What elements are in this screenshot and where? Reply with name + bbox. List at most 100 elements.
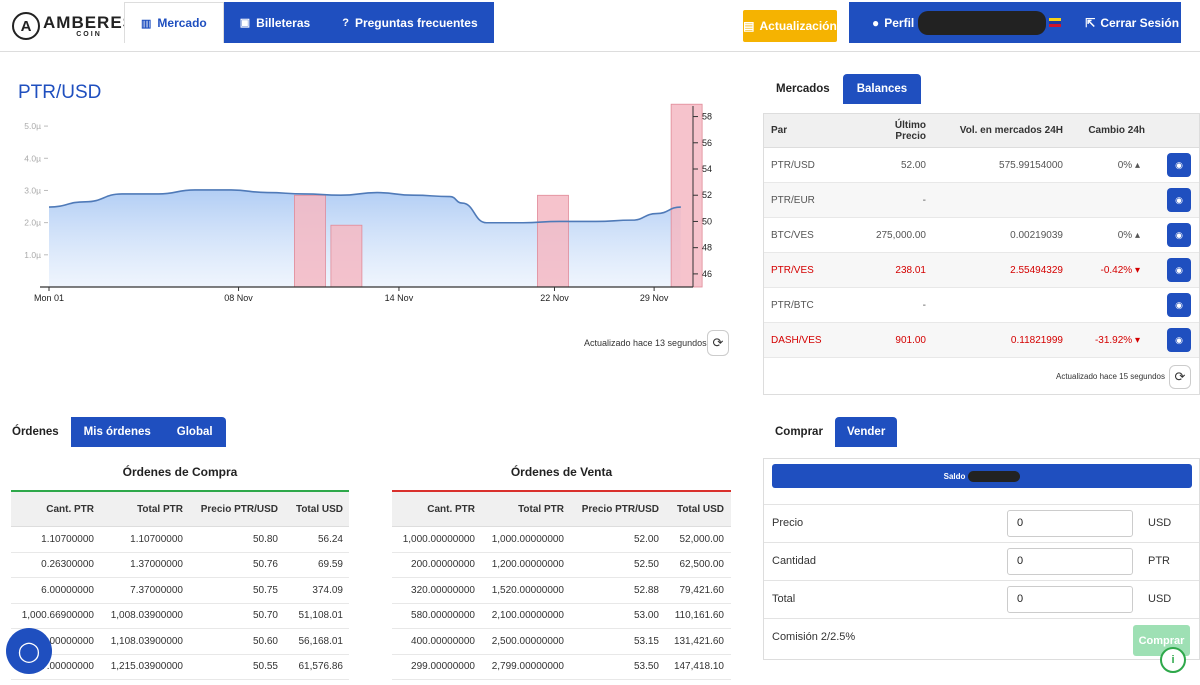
order-row[interactable]: 400.00000000 2,500.00000000 53.15 131,421.6…	[392, 629, 731, 655]
order-cell: 52.88	[633, 584, 659, 596]
view-market-button[interactable]: ◉	[1167, 188, 1191, 212]
order-row[interactable]: 200.00000000 1,200.00000000 52.50 62,500.00	[392, 553, 731, 578]
markets-refresh-button[interactable]: ⟳	[1169, 365, 1191, 389]
order-row[interactable]: 6.00000000 7.37000000 50.75 374.09	[11, 578, 349, 604]
order-cell: 56.24	[317, 533, 343, 545]
orders-header-cell: Cant. PTR	[427, 503, 475, 515]
chat-bubble-icon: ◯	[17, 640, 41, 663]
orders-header-cell: Total PTR	[518, 503, 564, 515]
chat-widget-button[interactable]: ◯	[6, 628, 52, 674]
tab-ordenes[interactable]: Órdenes	[0, 417, 71, 447]
market-change: -0.42% ▾	[1100, 264, 1141, 276]
volume-bar	[330, 224, 363, 288]
order-cell: 2,500.00000000	[491, 635, 564, 647]
eye-icon: ◉	[1175, 299, 1183, 310]
logout-button[interactable]: ⇱ Cerrar Sesión	[1085, 15, 1180, 30]
markets-tabs: Mercados Balances	[763, 74, 922, 104]
view-market-button[interactable]: ◉	[1167, 293, 1191, 317]
x-tick-label: 08 Nov	[224, 293, 253, 303]
order-cell: 1,008.03900000	[110, 610, 183, 622]
order-cell: 7.37000000	[130, 584, 183, 596]
order-row[interactable]: 107.00000000 1,215.03900000 50.55 61,576.86	[11, 655, 349, 680]
user-icon: ●	[872, 15, 880, 30]
orders-header: Cant. PTR Total PTR Precio PTR/USD Total US…	[392, 492, 731, 527]
market-row[interactable]: PTR/USD 52.00 575.99154000 0% ▴ ◉	[764, 148, 1199, 183]
view-market-button[interactable]: ◉	[1167, 328, 1191, 352]
order-cell: 2,100.00000000	[491, 610, 564, 622]
refresh-icon: ⟳	[1174, 369, 1186, 384]
order-cell: 580.00000000	[411, 610, 475, 622]
profile-link[interactable]: ● Perfil	[872, 15, 915, 30]
order-cell: 69.59	[317, 559, 343, 571]
order-row[interactable]: 1.10700000 1.10700000 50.80 56.24	[11, 527, 349, 553]
eye-icon: ◉	[1175, 334, 1183, 345]
right-tick-label: 58	[702, 112, 712, 122]
eye-icon: ◉	[1175, 159, 1183, 170]
tab-balances[interactable]: Balances	[842, 74, 922, 104]
order-cell: 1,000.00000000	[402, 533, 475, 545]
order-cell: 50.55	[252, 661, 278, 673]
left-tick-label: 3.0µ	[24, 185, 41, 195]
order-row[interactable]: 1,000.00000000 1,000.00000000 52.00 52,000.…	[392, 527, 731, 553]
chart-refresh-button[interactable]: ⟳	[707, 330, 729, 356]
price-row: Precio 0 USD	[764, 504, 1199, 542]
buy-orders-table: Cant. PTR Total PTR Precio PTR/USD Total US…	[11, 490, 349, 680]
order-cell: 52.50	[633, 559, 659, 571]
orders-header-cell: Precio PTR/USD	[200, 503, 278, 515]
order-row[interactable]: 320.00000000 1,520.00000000 52.88 79,421.60	[392, 578, 731, 604]
total-input[interactable]: 0	[1007, 586, 1133, 613]
right-tick-label: 56	[702, 138, 712, 148]
market-row[interactable]: DASH/VES 901.00 0.11821999 -31.92% ▾ ◉	[764, 323, 1199, 358]
info-icon[interactable]: i	[1160, 647, 1186, 673]
view-market-button[interactable]: ◉	[1167, 258, 1191, 282]
order-cell: 374.09	[312, 584, 343, 596]
order-row[interactable]: 0.26300000 1.37000000 50.76 69.59	[11, 553, 349, 578]
wallet-icon: ▣	[239, 17, 251, 29]
market-row[interactable]: PTR/EUR - ◉	[764, 183, 1199, 218]
update-button[interactable]: ▤ Actualización	[743, 10, 837, 42]
order-row[interactable]: 299.00000000 2,799.00000000 53.50 147,418.1…	[392, 655, 731, 680]
market-row[interactable]: BTC/VES 275,000.00 0.00219039 0% ▴ ◉	[764, 218, 1199, 253]
market-change: 0% ▴	[1117, 159, 1140, 171]
tab-comprar[interactable]: Comprar	[763, 417, 835, 447]
right-tick-label: 54	[702, 164, 712, 174]
markets-header: Par Último Precio Vol. en mercados 24H C…	[764, 114, 1199, 148]
market-row[interactable]: PTR/VES 238.01 2.55494329 -0.42% ▾ ◉	[764, 253, 1199, 288]
order-cell: 1,215.03900000	[110, 661, 183, 673]
market-last-price: 52.00	[900, 159, 926, 171]
tab-vender[interactable]: Vender	[834, 417, 898, 447]
x-tick-label: 14 Nov	[385, 293, 414, 303]
order-row[interactable]: 580.00000000 2,100.00000000 53.00 110,161.6…	[392, 604, 731, 629]
view-market-button[interactable]: ◉	[1167, 153, 1191, 177]
eye-icon: ◉	[1175, 194, 1183, 205]
orders-header-cell: Precio PTR/USD	[581, 503, 659, 515]
order-row[interactable]: 1,000.66900000 1,008.03900000 50.70 51,108.…	[11, 604, 349, 629]
nav-tab-preguntas[interactable]: ? Preguntas frecuentes	[326, 2, 494, 43]
nav-tab-mercado[interactable]: ▥ Mercado	[124, 2, 224, 43]
x-tick-label: 22 Nov	[540, 293, 569, 303]
x-tick-label: Mon 01	[34, 293, 64, 303]
order-cell: 50.75	[252, 584, 278, 596]
market-last-price: 238.01	[895, 264, 926, 276]
price-input[interactable]: 0	[1007, 510, 1133, 537]
order-cell: 1,000.00000000	[491, 533, 564, 545]
market-volume: 2.55494329	[1010, 264, 1063, 276]
view-market-button[interactable]: ◉	[1167, 223, 1191, 247]
tab-mercados[interactable]: Mercados	[763, 74, 843, 104]
price-area	[49, 189, 681, 287]
market-volume: 575.99154000	[999, 159, 1063, 171]
nav-tab-billeteras[interactable]: ▣ Billeteras	[223, 2, 327, 43]
market-pair: DASH/VES	[771, 334, 822, 346]
tab-mis-ordenes[interactable]: Mis órdenes	[70, 417, 164, 447]
market-pair: BTC/VES	[771, 229, 814, 241]
caret-down-icon: ▾	[1132, 264, 1140, 276]
tab-global[interactable]: Global	[163, 417, 226, 447]
market-row[interactable]: PTR/BTC - ◉	[764, 288, 1199, 323]
order-row[interactable]: 100.00000000 1,108.03900000 50.60 56,168.01	[11, 629, 349, 655]
quantity-input[interactable]: 0	[1007, 548, 1133, 575]
market-change: 0% ▴	[1117, 229, 1140, 241]
x-tick-label: 29 Nov	[640, 293, 669, 303]
logo[interactable]: A AMBERES COIN	[12, 12, 135, 40]
order-cell: 1.10700000	[130, 533, 183, 545]
order-cell: 400.00000000	[411, 635, 475, 647]
